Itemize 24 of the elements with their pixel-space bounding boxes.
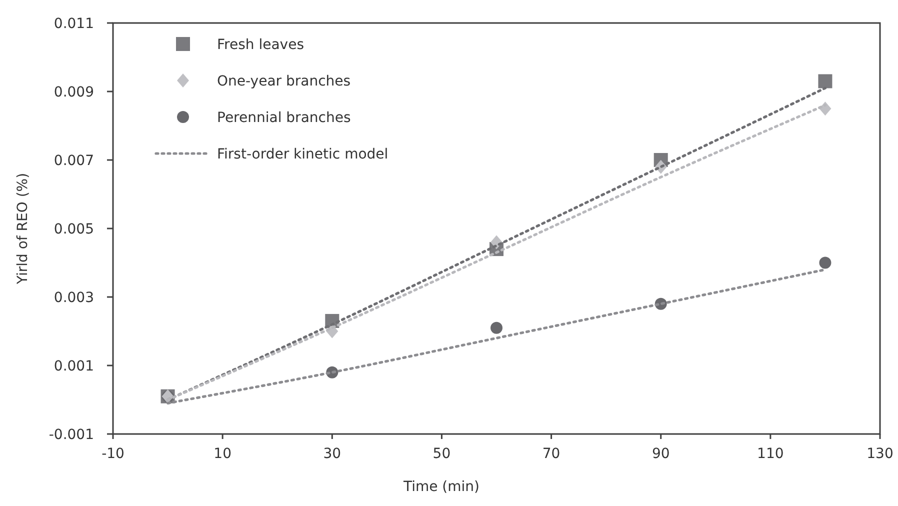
y-tick-label: 0.003 (54, 290, 94, 306)
y-tick-label: 0.005 (54, 222, 94, 238)
x-tick-label: 110 (757, 446, 784, 462)
y-axis-title: Yirld of REO (%) (15, 172, 31, 286)
legend-label: Fresh leaves (217, 37, 304, 53)
y-tick-label: 0.007 (54, 153, 94, 169)
legend-label: One-year branches (217, 74, 351, 90)
x-tick-label: 90 (652, 446, 670, 462)
point (819, 256, 832, 269)
x-axis-title: Time (min) (402, 479, 480, 495)
x-tick-label: -10 (102, 446, 124, 462)
point (818, 74, 832, 88)
x-tick-label: 50 (432, 446, 451, 462)
y-tick-label: 0.001 (54, 358, 94, 374)
y-tick-label: 0.011 (54, 16, 94, 32)
x-tick-label: 30 (323, 446, 342, 462)
legend-label: First-order kinetic model (217, 146, 388, 162)
point (490, 322, 502, 334)
x-tick-label: 70 (542, 446, 560, 462)
y-tick-label: 0.009 (54, 84, 94, 100)
legend-label: Perennial branches (217, 110, 351, 126)
y-tick-label: -0.001 (48, 427, 94, 443)
x-tick-label: 130 (866, 446, 894, 462)
x-tick-label: 10 (214, 446, 232, 462)
